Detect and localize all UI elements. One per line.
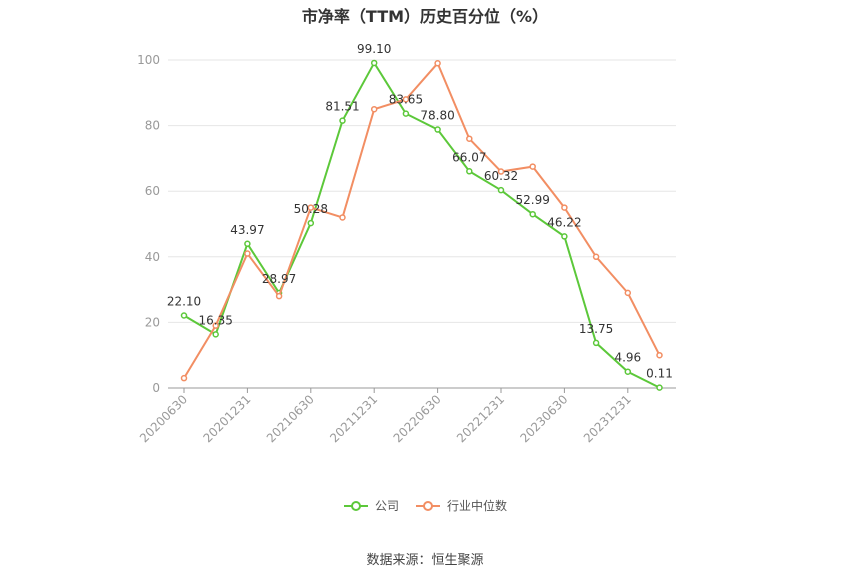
chart-title: 市净率（TTM）历史百分位（%）: [301, 7, 549, 26]
company-data-label: 66.07: [452, 150, 486, 164]
industry-median-point: [307, 204, 315, 211]
company-data-label: 43.97: [230, 223, 264, 237]
y-tick-label: 0: [152, 381, 160, 395]
industry-median-point: [561, 204, 568, 211]
y-tick-label: 100: [137, 53, 160, 67]
company-point: [244, 240, 251, 248]
company-data-label: 52.99: [516, 193, 550, 207]
x-tick-label: 20231231: [581, 392, 634, 445]
company-data-label: 13.75: [579, 322, 613, 336]
company-point: [561, 233, 568, 240]
industry-median-point: [212, 322, 219, 329]
industry-median-point: [592, 253, 600, 261]
company-point: [529, 210, 536, 218]
x-tick-label: 20201231: [200, 392, 253, 445]
industry-median-point: [339, 214, 346, 221]
company-point: [497, 186, 505, 194]
company-data-label: 16.35: [199, 313, 233, 327]
x-tick-label: 20200630: [137, 392, 190, 445]
legend-industry-median-label: 行业中位数: [447, 499, 508, 513]
industry-median-point: [529, 163, 536, 170]
company-point: [624, 368, 632, 375]
legend-company-label: 公司: [374, 499, 399, 513]
company-data-label: 99.10: [357, 42, 391, 56]
industry-median-point: [370, 105, 378, 113]
company-point: [434, 126, 441, 133]
industry-median-series-line: [183, 61, 661, 379]
company-data-label: 46.22: [547, 215, 581, 229]
company-point: [370, 59, 378, 67]
y-tick-label: 60: [145, 184, 160, 198]
industry-median-point: [434, 60, 441, 67]
company-data-label: 83.65: [389, 93, 423, 107]
company-data-label: 81.51: [325, 100, 359, 114]
industry-median-point: [497, 168, 505, 175]
company-data-label: 0.11: [646, 367, 673, 381]
y-tick-label: 20: [145, 315, 160, 329]
company-data-label: 28.97: [262, 272, 296, 286]
legend-company-icon: [343, 500, 368, 511]
legend: 公司 行业中位数: [0, 497, 850, 514]
source-note: 数据来源：恒生聚源: [366, 553, 484, 568]
x-tick-label: 20230630: [517, 392, 570, 445]
industry-median-point: [180, 374, 188, 382]
industry-median-point: [466, 135, 473, 142]
industry-median-point: [656, 351, 663, 359]
company-data-label: 78.80: [420, 109, 454, 123]
series-layer: [180, 59, 663, 391]
x-tick-label: 20211231: [327, 392, 380, 445]
company-data-label: 50.28: [294, 202, 328, 216]
x-tick-label: 20221231: [454, 392, 507, 445]
y-tick-label: 40: [145, 250, 160, 264]
legend-item-industry-median[interactable]: 行业中位数: [415, 497, 507, 514]
legend-industry-median-icon: [416, 500, 440, 511]
industry-median-point: [275, 292, 283, 300]
company-point: [402, 110, 410, 117]
grid-layer: [168, 59, 676, 323]
y-tick-label: 80: [145, 119, 160, 133]
industry-median-point: [624, 289, 632, 297]
company-point: [212, 331, 219, 338]
x-tick-label: 20220630: [391, 392, 444, 445]
company-point: [466, 168, 473, 175]
company-point: [180, 312, 188, 319]
data-label-layer: 22.10 16.35 43.97 28.97 50.28 81.51 99.10 83.65…: [167, 42, 673, 381]
company-point: [592, 339, 600, 347]
company-point: [656, 384, 663, 391]
company-data-label: 22.10: [167, 295, 201, 309]
company-data-label: 60.32: [484, 169, 518, 183]
company-series-line: [183, 60, 660, 389]
company-point: [339, 117, 346, 124]
x-tick-label: 20210630: [264, 392, 317, 445]
industry-median-point: [244, 250, 251, 257]
legend-item-company[interactable]: 公司: [343, 497, 399, 514]
company-point: [307, 219, 315, 227]
industry-median-point: [402, 96, 410, 103]
company-data-label: 4.96: [614, 351, 641, 365]
